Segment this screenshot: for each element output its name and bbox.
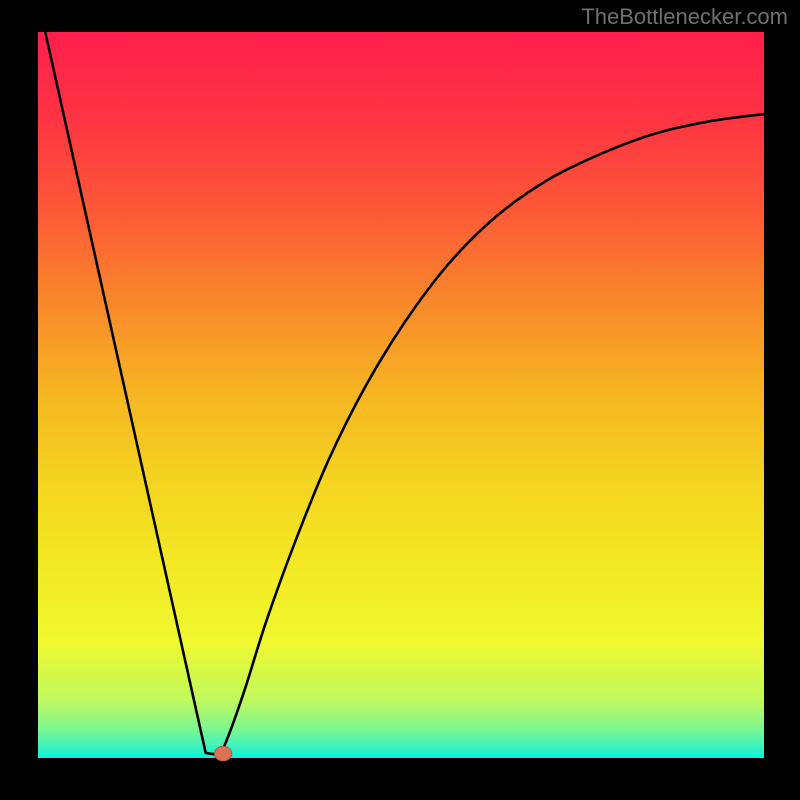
marker-dot	[214, 746, 231, 761]
gradient-curve-chart	[0, 0, 800, 800]
plot-background	[38, 32, 764, 758]
watermark-text: TheBottlenecker.com	[581, 4, 788, 30]
chart-container: TheBottlenecker.com	[0, 0, 800, 800]
